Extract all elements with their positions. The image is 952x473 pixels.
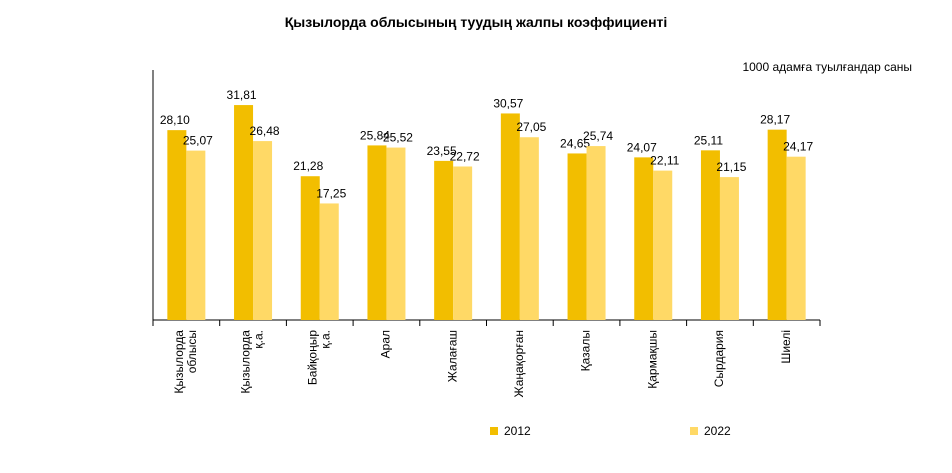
category-label-8-0: Сырдария [712, 330, 726, 387]
data-label-2012-4: 23,55 [427, 144, 457, 158]
data-label-2012-5: 30,57 [493, 96, 523, 110]
category-label-2-1: қ.а. [318, 330, 332, 349]
data-label-2022-5: 27,05 [516, 120, 546, 134]
data-label-2012-9: 28,17 [760, 113, 790, 127]
category-label-3-0: Арал [379, 330, 393, 358]
bar-2022-3 [386, 147, 406, 320]
chart-title: Қызылорда облысының туудың жалпы коэффиц… [284, 14, 668, 30]
data-label-2022-9: 24,17 [783, 140, 813, 154]
data-label-2012-1: 31,81 [227, 88, 257, 102]
bar-2022-2 [319, 203, 339, 320]
legend-label-2022: 2022 [704, 424, 731, 438]
category-label-9-0: Шиелі [779, 330, 793, 364]
category-label-0-1: облысы [185, 330, 199, 373]
bar-2012-1 [234, 105, 254, 320]
data-label-2022-2: 17,25 [316, 186, 346, 200]
category-label-6-0: Қазалы [579, 330, 593, 371]
bar-2012-2 [300, 176, 320, 320]
data-label-2022-1: 26,48 [250, 124, 280, 138]
data-label-2022-0: 25,07 [183, 134, 213, 148]
bar-2022-7 [653, 170, 673, 320]
data-label-2012-3: 25,84 [360, 128, 390, 142]
data-label-2012-0: 28,10 [160, 113, 190, 127]
bar-2022-5 [519, 137, 539, 320]
data-label-2012-2: 21,28 [293, 159, 323, 173]
legend-item-2022: 2022 [690, 424, 731, 438]
unit-label: 1000 адамға туылғандар саны [742, 60, 912, 74]
legend-item-2012: 2012 [490, 424, 531, 438]
category-label-5-0: Жаңақорған [512, 330, 526, 397]
data-label-2012-6: 24,65 [560, 136, 590, 150]
legend-swatch-2022 [690, 427, 698, 435]
data-label-2022-3: 25,52 [383, 131, 413, 145]
category-label-4-0: Жалағаш [445, 330, 459, 382]
category-label-2-0: Байқоңыр [305, 330, 319, 385]
legend-label-2012: 2012 [504, 424, 531, 438]
bar-2012-9 [767, 129, 787, 320]
bar-2012-4 [434, 160, 454, 320]
bar-2022-9 [786, 156, 806, 320]
bar-2012-0 [167, 130, 187, 320]
bar-2012-7 [634, 157, 654, 320]
data-label-2022-7: 22,11 [650, 154, 679, 168]
category-label-1-0: Қызылорда [239, 330, 253, 394]
bar-2012-6 [567, 153, 587, 320]
bar-2022-4 [453, 166, 473, 320]
data-label-2022-6: 25,74 [583, 129, 613, 143]
data-label-2012-7: 24,07 [627, 140, 657, 154]
bar-2022-8 [719, 177, 739, 320]
legend-swatch-2012 [490, 427, 498, 435]
bar-2022-0 [186, 150, 206, 320]
bar-2022-1 [253, 141, 273, 320]
bar-2022-6 [586, 146, 606, 320]
category-label-1-1: қ.а. [252, 330, 266, 349]
data-label-2022-4: 22,72 [450, 149, 480, 163]
bar-2012-5 [500, 113, 520, 320]
category-label-0-0: Қызылорда [172, 330, 186, 394]
bar-2012-8 [700, 150, 720, 320]
bar-2012-3 [367, 145, 387, 320]
data-label-2012-8: 25,11 [694, 133, 723, 147]
category-label-7-0: Қармақшы [645, 330, 659, 389]
data-label-2022-8: 21,15 [716, 160, 746, 174]
